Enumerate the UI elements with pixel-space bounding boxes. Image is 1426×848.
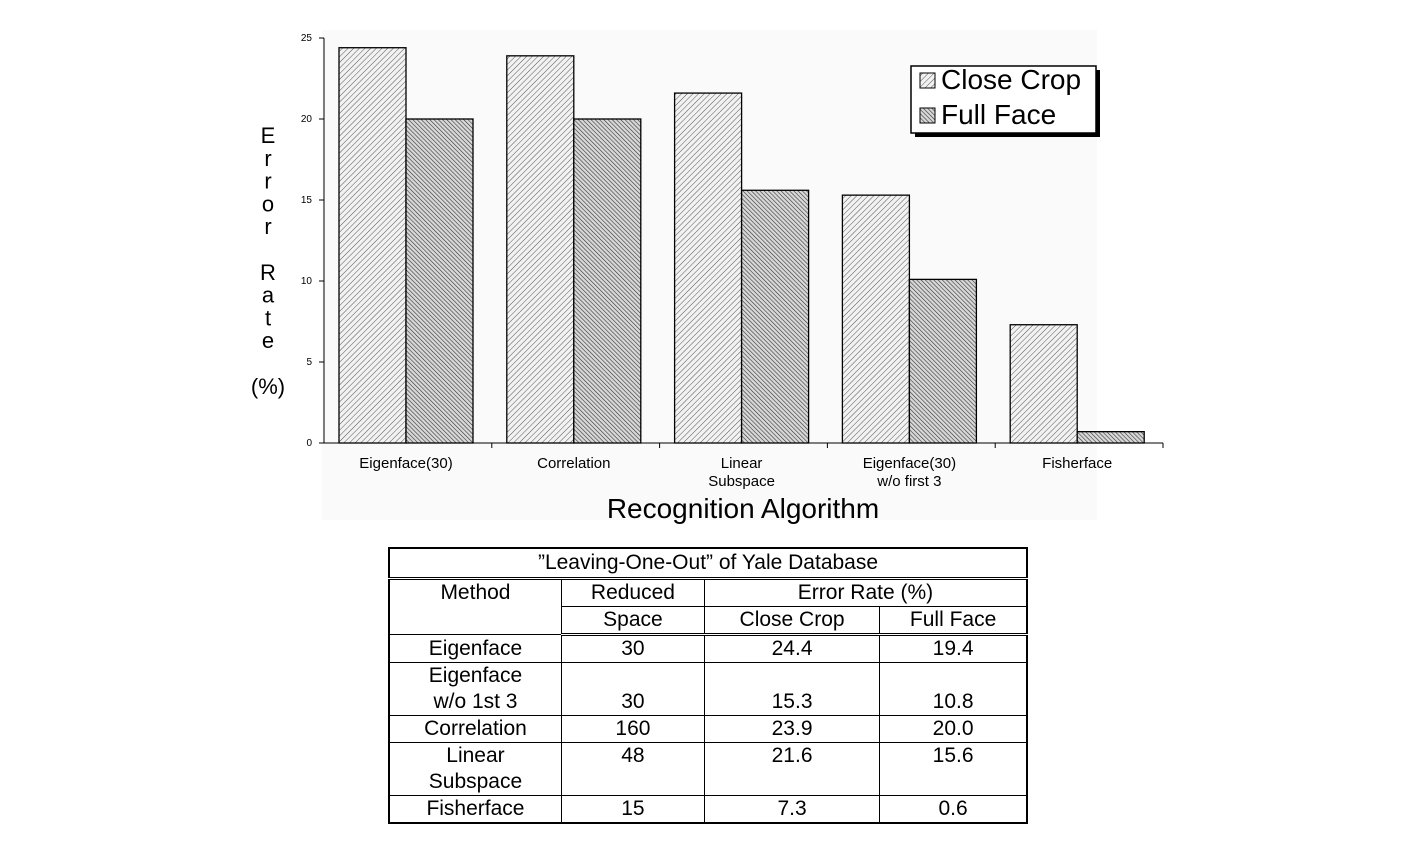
cell-full-face: 0.6 <box>879 795 1028 824</box>
header-method: Method <box>388 578 562 635</box>
y-axis-title-char-0: E <box>261 123 276 148</box>
header-full-face: Full Face <box>879 606 1028 636</box>
y-tick-label-0: 0 <box>306 438 312 449</box>
bar-close-crop-0 <box>338 47 407 444</box>
y-axis-title-char-2: r <box>264 169 271 194</box>
bar-close-crop-3 <box>841 194 911 444</box>
bar-chart: 0 5 10 15 20 25 Eigenface(30) Correlation Linea… <box>250 33 1164 524</box>
table-caption: ”Leaving-One-Out” of Yale Database <box>388 547 1028 580</box>
cell-full-face: 10.8 <box>879 662 1028 716</box>
y-axis-title-char-1: r <box>264 146 271 171</box>
table-body: Eigenface 30 24.4 19.4 Eigenface w/o 1st 3 30 1… <box>388 634 1028 824</box>
results-table: ”Leaving-One-Out” of Yale Database Metho… <box>388 547 1028 824</box>
category-label-2-0: Linear <box>721 455 763 472</box>
cell-reduced-space: 48 <box>560 742 705 796</box>
y-axis-title-char-6: R <box>260 260 276 285</box>
legend-label-1: Full Face <box>941 99 1056 130</box>
table-row: Linear Subspace 48 21.6 15.6 <box>388 742 1028 796</box>
category-label-0-0: Eigenface(30) <box>359 455 452 472</box>
y-axis-title-char-3: o <box>262 191 274 216</box>
bar-full-face-4 <box>1076 431 1145 444</box>
bar-close-crop-2 <box>673 92 743 444</box>
bar-full-face-1 <box>573 118 642 444</box>
y-tick-label-10: 10 <box>301 276 313 287</box>
category-label-3-1: w/o first 3 <box>876 473 941 490</box>
table-row: Fisherface 15 7.3 0.6 <box>388 795 1028 824</box>
header-error-rate: Error Rate (%) <box>703 578 1028 607</box>
cell-full-face: 19.4 <box>879 634 1028 663</box>
legend-label-0: Close Crop <box>941 64 1081 95</box>
cell-method: Fisherface <box>388 795 562 824</box>
table-caption-row: ”Leaving-One-Out” of Yale Database <box>388 547 1028 580</box>
bar-close-crop-1 <box>506 55 575 444</box>
table-row: Correlation 160 23.9 20.0 <box>388 715 1028 743</box>
bar-full-face-3 <box>908 278 978 444</box>
header-reduced: Reduced <box>560 578 705 607</box>
cell-close-crop: 23.9 <box>703 715 881 743</box>
y-tick-label-5: 5 <box>306 357 312 368</box>
legend-swatch-0 <box>919 72 936 89</box>
header-close-crop: Close Crop <box>703 606 881 636</box>
legend-box <box>910 65 1097 134</box>
legend-swatch-1 <box>919 107 936 124</box>
cell-close-crop: 21.6 <box>703 742 881 796</box>
category-label-2-1: Subspace <box>708 473 775 490</box>
y-axis-title-char-4: r <box>264 214 271 239</box>
bar-full-face-0 <box>405 118 474 444</box>
y-tick-label-25: 25 <box>301 33 313 44</box>
cell-method: Linear Subspace <box>388 742 562 796</box>
cell-close-crop: 15.3 <box>703 662 881 716</box>
legend: Close Crop Full Face <box>910 64 1100 137</box>
cell-reduced-space: 160 <box>560 715 705 743</box>
cell-reduced-space: 15 <box>560 795 705 824</box>
cell-full-face: 20.0 <box>879 715 1028 743</box>
bars-layer <box>338 47 1145 444</box>
cell-method: Eigenface <box>388 634 562 663</box>
cell-close-crop: 24.4 <box>703 634 881 663</box>
y-axis-title-char-8: t <box>265 305 271 330</box>
axes-layer: 0 5 10 15 20 25 <box>301 33 1164 449</box>
y-axis-title-char-11: (%) <box>251 374 285 399</box>
table-row: Eigenface w/o 1st 3 30 15.3 10.8 <box>388 662 1028 716</box>
y-axis-title-char-9: e <box>262 328 274 353</box>
header-space: Space <box>560 606 705 636</box>
x-axis-title: Recognition Algorithm <box>607 493 879 524</box>
bar-close-crop-4 <box>1009 324 1078 444</box>
y-axis-title-char-7: a <box>262 283 275 308</box>
category-label-3-0: Eigenface(30) <box>863 455 956 472</box>
cell-method: Correlation <box>388 715 562 743</box>
cell-reduced-space: 30 <box>560 634 705 663</box>
table-header-row-1: Method Reduced Error Rate (%) <box>388 578 1028 635</box>
cell-full-face: 15.6 <box>879 742 1028 796</box>
y-tick-label-20: 20 <box>301 114 313 125</box>
cell-reduced-space: 30 <box>560 662 705 716</box>
cell-close-crop: 7.3 <box>703 795 881 824</box>
y-tick-label-15: 15 <box>301 195 313 206</box>
table-row: Eigenface 30 24.4 19.4 <box>388 634 1028 663</box>
table-header-row-2: Space Close Crop Full Face <box>389 606 1028 636</box>
bar-full-face-2 <box>740 189 810 444</box>
cell-method: Eigenface w/o 1st 3 <box>388 662 562 716</box>
category-label-4-0: Fisherface <box>1042 455 1112 472</box>
category-label-1-0: Correlation <box>537 455 610 472</box>
